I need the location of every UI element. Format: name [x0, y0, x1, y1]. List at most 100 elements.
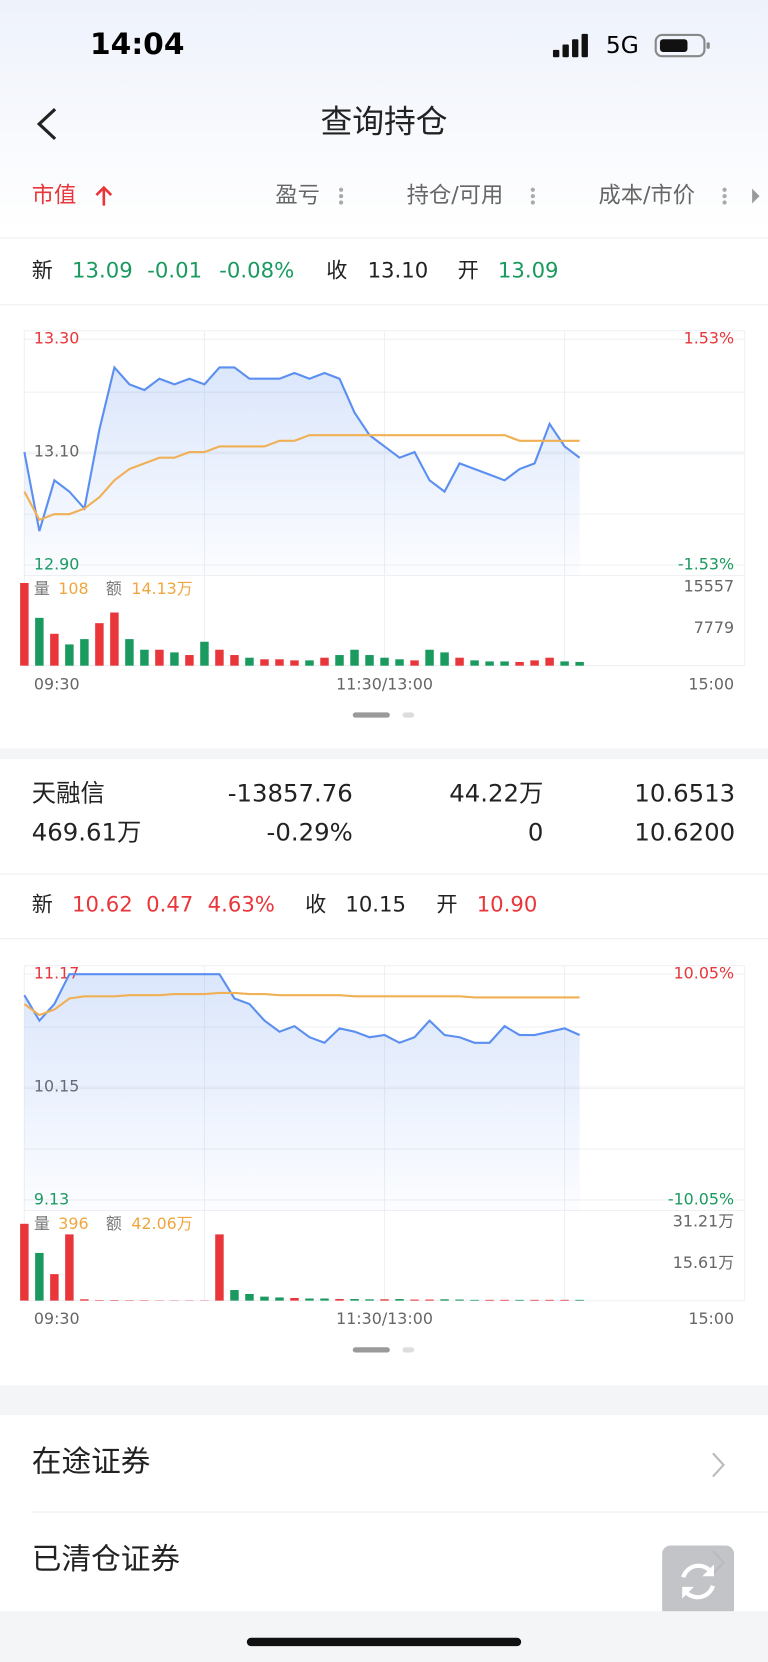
- volume-bar: [500, 661, 509, 666]
- volume-bar: [545, 1299, 554, 1301]
- quote-change-pct: 4.63%: [207, 891, 275, 917]
- volume-bar: [50, 633, 59, 666]
- x-tick-label: 09:30: [34, 674, 80, 693]
- sort-arrow: [95, 185, 113, 206]
- volume-bar: [230, 655, 239, 666]
- intraday-chart: 9.1310.1511.17-10.05%10.05%15.61万31.21万量…: [20, 964, 746, 1353]
- volume-bar: [515, 1299, 524, 1301]
- volume-bar: [260, 1296, 269, 1301]
- link[interactable]: 已清仓证券: [31, 1541, 181, 1577]
- quote-label: 新: [31, 891, 53, 917]
- page-dot-active: [352, 1347, 390, 1353]
- x-tick-label: 09:30: [34, 1309, 80, 1328]
- tab[interactable]: 市值: [31, 182, 77, 208]
- volume-bar: [425, 649, 434, 666]
- section-gap: [0, 1385, 768, 1416]
- home-indicator: [246, 1637, 522, 1647]
- amount-value: 42.06万: [131, 1214, 192, 1233]
- volume-bar: [515, 661, 524, 666]
- volume-bar: [110, 612, 119, 666]
- volume-bar: [215, 1234, 224, 1301]
- average-line: [23, 434, 580, 522]
- volume-bar: [350, 649, 359, 666]
- y-tick-label: 13.10: [34, 442, 79, 461]
- status-time: 14:04: [90, 26, 185, 62]
- volume-bar: [380, 1299, 389, 1301]
- holding: 44.22万: [449, 780, 544, 808]
- volume-value: 108: [58, 579, 88, 598]
- divider: [0, 304, 768, 306]
- volume-bar: [215, 649, 224, 666]
- volume-label: 量: [34, 579, 50, 598]
- y-tick-label: 13.30: [34, 329, 79, 348]
- volume-bar: [35, 617, 44, 666]
- volume-bar: [155, 649, 164, 666]
- price-area: [24, 367, 580, 576]
- page-dot: [402, 1347, 415, 1353]
- volume-bar: [575, 661, 584, 666]
- x-tick-label: 15:00: [688, 674, 734, 693]
- quote-change: 0.47: [146, 891, 194, 917]
- volume-bar: [65, 1234, 74, 1301]
- volume-bar: [395, 1299, 404, 1301]
- tab-icons: [338, 187, 760, 205]
- volume-bar: [20, 582, 29, 666]
- volume-bar: [440, 1299, 449, 1301]
- quote-label: 开: [436, 891, 458, 917]
- volume-bar: [95, 1300, 104, 1301]
- quote-new: 10.62: [72, 891, 133, 917]
- volume-bar: [530, 660, 539, 666]
- volume-bar: [245, 657, 254, 666]
- volume-bar: [470, 660, 479, 666]
- y2-tick-label: -10.05%: [668, 1189, 734, 1208]
- volume-bar: [200, 641, 209, 666]
- volume-label: 量: [34, 1214, 50, 1233]
- volume-bar: [65, 644, 74, 666]
- quote-label: 开: [457, 257, 479, 284]
- back-button[interactable]: [32, 106, 64, 142]
- quote-change: -0.01: [147, 257, 203, 284]
- refresh-button[interactable]: [662, 1545, 735, 1618]
- volume-value: 396: [58, 1214, 88, 1233]
- x-tick-label: 11:30/13:00: [336, 674, 433, 693]
- volume-bar: [500, 1299, 509, 1301]
- volume-bar: [395, 659, 404, 666]
- page-dot: [402, 712, 415, 718]
- volume-bar: [95, 623, 104, 666]
- tab[interactable]: 盈亏: [275, 182, 320, 208]
- volume-bar: [275, 1297, 284, 1301]
- price-line: [23, 973, 581, 1044]
- volume-bar: [545, 657, 554, 666]
- volume-bar: [410, 660, 419, 666]
- volume-bar: [350, 1299, 359, 1301]
- volume-bar: [260, 659, 269, 666]
- volume-bar: [455, 1299, 464, 1301]
- amount-value: 14.13万: [131, 579, 192, 598]
- price-area: [24, 974, 580, 1211]
- volume-bar: [245, 1293, 254, 1301]
- quote-close: 13.10: [367, 257, 429, 284]
- volume-bar: [290, 1297, 299, 1301]
- volume-bar: [560, 1299, 569, 1301]
- section-gap: [0, 748, 768, 759]
- quote-label: 收: [305, 891, 327, 917]
- pnl: -13857.76: [227, 780, 353, 808]
- volume-bar: [125, 639, 134, 666]
- tab[interactable]: 持仓/可用: [406, 182, 504, 208]
- volume-tick-label: 15.61万: [673, 1253, 734, 1272]
- volume-bar: [305, 660, 314, 666]
- volume-bar: [35, 1252, 44, 1301]
- volume-tick-label: 7779: [694, 618, 734, 637]
- volume-bar: [380, 657, 389, 666]
- volume-bar: [20, 1223, 29, 1301]
- volume-bar: [410, 1299, 419, 1301]
- volume-bar: [455, 657, 464, 666]
- link[interactable]: 在途证券: [31, 1443, 151, 1479]
- volume-bar: [470, 1299, 479, 1301]
- tab[interactable]: 成本/市价: [598, 182, 695, 208]
- volume-bar: [560, 661, 569, 666]
- volume-tick-label: 15557: [684, 577, 734, 596]
- header-bg: [0, 0, 768, 234]
